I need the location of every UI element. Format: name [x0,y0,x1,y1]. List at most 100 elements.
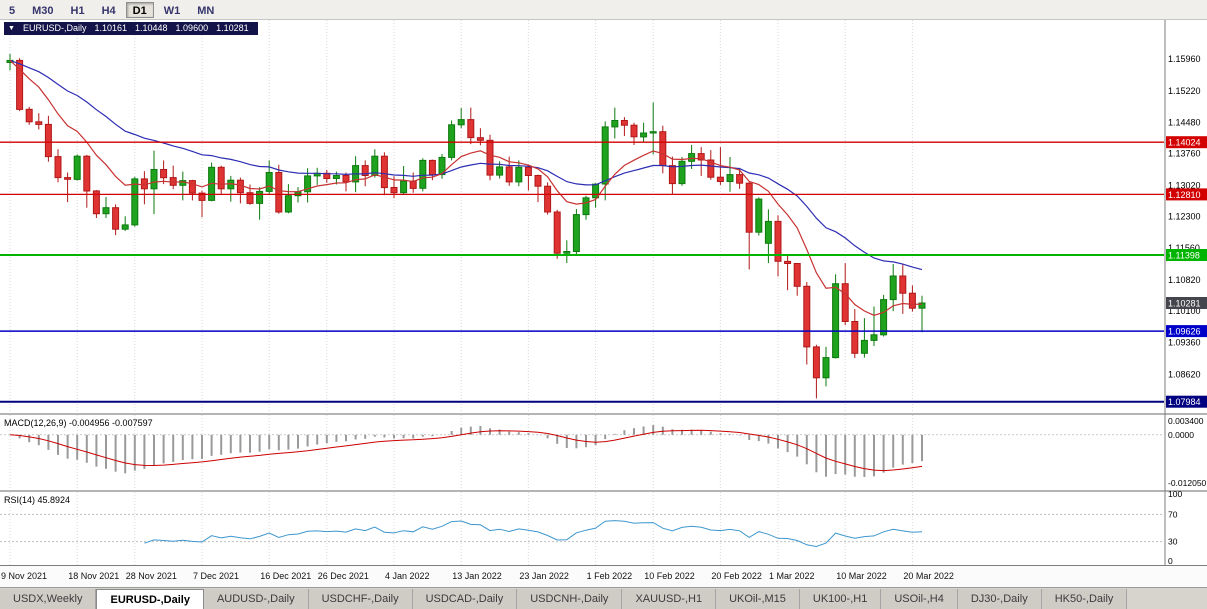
candle-body [150,169,158,190]
candle-body [390,187,398,194]
chart-tab-usdcad-daily[interactable]: USDCAD-,Daily [412,589,518,609]
candle-body [73,155,81,180]
timeframe-button-5[interactable]: 5 [9,4,16,17]
candle-body [486,139,494,176]
candle-body [476,137,484,141]
candle-body [601,126,609,185]
chart-tab-usdx-weekly[interactable]: USDX,Weekly [0,589,97,609]
candle-body [102,207,110,215]
rsi-panel: 100 70 30 0 RSI(14) 45.8924 [0,489,1182,565]
date-label: 28 Nov 2021 [125,571,177,581]
timeframe-button-mn[interactable]: MN [197,4,215,17]
candle-body [611,120,619,128]
level-1.12810-badge-label: 1.12810 [1168,190,1201,200]
chart-tab-usdcnh-daily[interactable]: USDCNH-,Daily [517,589,623,609]
price-axis-label: 1.10820 [1168,275,1201,285]
chart-low-value: 1.09600 [175,23,209,33]
price-chart-canvas[interactable]: 1.15960 1.15220 1.14480 1.13760 1.13020 1.123… [0,20,1207,565]
candle-body [256,190,264,204]
date-label: 10 Mar 2022 [836,571,887,581]
price-axis-label: 1.12300 [1168,211,1201,221]
timeframe-button-h4[interactable]: H4 [101,4,116,17]
date-axis[interactable]: 9 Nov 2021 18 Nov 2021 28 Nov 2021 7 Dec 20… [0,565,1207,587]
candle-body [505,166,513,183]
candle-body [496,166,504,176]
date-label: 18 Nov 2021 [68,571,120,581]
rsi-axis-label: 100 [1168,489,1182,499]
horizontal-level-lines[interactable] [0,141,1164,403]
chart-tab-audusd-daily[interactable]: AUDUSD-,Daily [203,589,309,609]
date-label: 7 Dec 2021 [193,571,240,581]
chart-tab-xauusd-h1[interactable]: XAUUSD-,H1 [622,589,717,609]
candle-body [697,153,705,161]
timeframe-button-w1[interactable]: W1 [163,4,181,17]
candle-body [515,166,523,183]
candle-body [908,292,916,309]
price-scale: 1.15960 1.15220 1.14480 1.13760 1.13020 1.123… [1164,20,1207,565]
grid-lines [9,20,913,565]
candle-body [841,283,849,323]
candle-body [160,169,168,179]
candle-body [755,198,763,233]
candle-body [553,211,561,254]
rsi-line [144,520,923,548]
candle-body [592,183,600,199]
candle-body [284,195,292,213]
candle-body [16,59,24,110]
candle-body [659,131,667,167]
chart-tab-dj30-daily[interactable]: DJ30-,Daily [957,589,1042,609]
rsi-indicator-label: RSI(14) 45.8924 [4,495,70,505]
rsi-axis-label: 30 [1168,537,1178,547]
price-axis-label: 1.13760 [1168,149,1201,159]
candle-body [544,185,552,213]
chart-tab-usoil-h4[interactable]: USOil-,H4 [881,589,958,609]
chart-background [0,20,1207,565]
candle-body [889,275,897,301]
chart-tab-hk50-daily[interactable]: HK50-,Daily [1041,589,1128,609]
price-axis-label: 1.14480 [1168,118,1201,128]
candle-body [438,156,446,176]
candle-body [35,121,43,125]
current-price-badge [1166,297,1207,309]
date-label: 9 Nov 2021 [1,571,48,581]
chart-tab-ukoil-m15[interactable]: UKOil-,M15 [716,589,800,609]
timeframe-button-d1[interactable]: D1 [125,1,154,18]
timeframe-button-m30[interactable]: M30 [32,4,54,17]
date-label: 13 Jan 2022 [452,571,502,581]
level-1.14024-badge-label: 1.14024 [1168,138,1201,148]
date-label: 20 Mar 2022 [903,571,954,581]
candle-body [572,214,580,253]
date-label: 1 Feb 2022 [586,571,633,581]
chart-window: 1.15960 1.15220 1.14480 1.13760 1.13020 1.123… [0,20,1207,565]
chart-tab-eurusd-daily[interactable]: EURUSD-,Daily [96,589,204,609]
price-axis-label: 1.15960 [1168,54,1201,64]
candle-body [371,155,379,176]
timeframe-button-h1[interactable]: H1 [70,4,85,17]
chart-tab-usdchf-daily[interactable]: USDCHF-,Daily [308,589,413,609]
candles [6,53,926,399]
chart-tab-uk100-h1[interactable]: UK100-,H1 [799,589,882,609]
candle-body [92,190,100,215]
candle-body [620,120,628,126]
candle-body [380,155,388,189]
candle-body [793,263,801,287]
candle-body [275,172,283,213]
candle-body [764,220,772,244]
chart-symbol-period: EURUSD-,Daily [22,23,87,33]
price-axis-label: 1.15220 [1168,86,1201,96]
candle-body [860,339,868,354]
level-1.09626-badge-label: 1.09626 [1168,327,1201,337]
level-1.11398-badge [1166,249,1207,261]
candle-body [188,180,196,194]
level-1.07984-badge [1166,395,1207,408]
candle-body [803,285,811,348]
candle-body [736,174,744,184]
candle-body [870,334,878,341]
candle-body [64,177,72,180]
price-axis-label: 1.10100 [1168,306,1201,316]
date-label: 23 Jan 2022 [519,571,569,581]
level-1.07984-badge-label: 1.07984 [1168,397,1201,407]
candle-body [678,160,686,185]
collapse-arrow-icon[interactable]: ▼ [8,25,15,32]
